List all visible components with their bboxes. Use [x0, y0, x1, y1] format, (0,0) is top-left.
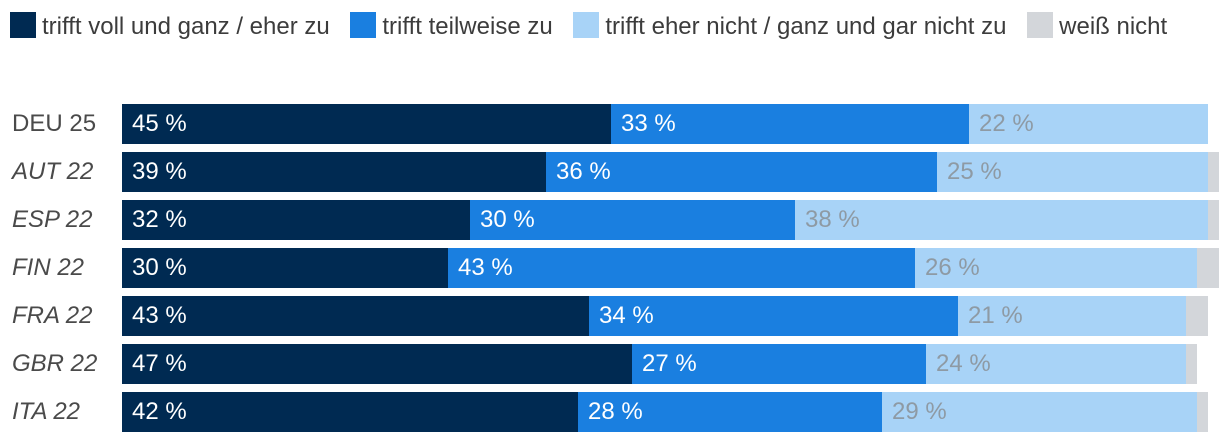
bar-segment: [1208, 200, 1219, 240]
bar-segment: [1197, 392, 1208, 432]
bar-segment: [122, 152, 546, 192]
bar-segment: [589, 296, 958, 336]
data-label: 32 %: [132, 206, 187, 233]
legend: trifft voll und ganz / eher zu trifft te…: [10, 10, 1210, 44]
bar-segment: [937, 152, 1208, 192]
data-label: 43 %: [132, 302, 187, 329]
data-label: 21 %: [968, 302, 1023, 329]
bar-segment: [122, 104, 611, 144]
bar-segment: [795, 200, 1208, 240]
data-label: 28 %: [588, 398, 643, 425]
data-label: 38 %: [805, 206, 860, 233]
bar-row: 45 % 33 % 22 %: [122, 104, 1208, 144]
bar-row: 47 % 27 % 24 %: [122, 344, 1208, 384]
category-label: ESP 22: [12, 206, 93, 233]
data-label: 22 %: [979, 110, 1034, 137]
data-label: 26 %: [925, 254, 980, 281]
data-label: 30 %: [132, 254, 187, 281]
bar-segment: [578, 392, 882, 432]
legend-swatch: [350, 12, 377, 38]
bar-row: 39 % 36 % 25 %: [122, 152, 1219, 192]
legend-item: weiß nicht: [1027, 12, 1168, 40]
legend-swatch: [10, 12, 36, 38]
data-label: 39 %: [132, 158, 187, 185]
bar-segment: [1186, 344, 1197, 384]
legend-item: trifft voll und ganz / eher zu: [10, 12, 330, 40]
bar-segment: [122, 392, 578, 432]
legend-swatch: [573, 12, 600, 38]
bar-segment: [122, 344, 632, 384]
bar-row: 42 % 28 % 29 %: [122, 392, 1208, 432]
bar-segment: [926, 344, 1186, 384]
legend-label: trifft eher nicht / ganz und gar nicht z…: [605, 13, 1007, 40]
bar-segment: [122, 200, 470, 240]
data-label: 27 %: [642, 350, 697, 377]
bar-row: 32 % 30 % 38 %: [122, 200, 1219, 240]
data-label: 42 %: [132, 398, 187, 425]
bar-segment: [632, 344, 926, 384]
bar-segment: [546, 152, 937, 192]
bar-segment: [1208, 152, 1219, 192]
data-label: 47 %: [132, 350, 187, 377]
bar-segment: [448, 248, 915, 288]
legend-label: trifft teilweise zu: [382, 13, 553, 40]
data-label: 25 %: [947, 158, 1002, 185]
legend-label: weiß nicht: [1059, 13, 1168, 40]
data-label: 24 %: [936, 350, 991, 377]
category-label: DEU 25: [12, 110, 97, 137]
data-label: 36 %: [556, 158, 611, 185]
stacked-bar-chart: DEU 25 45 % 33 % 22 % AUT 22 39 % 36 % 25 % ESP …: [0, 104, 1220, 444]
bar-segment: [1186, 296, 1208, 336]
category-label: FIN 22: [12, 254, 85, 281]
legend-item: trifft teilweise zu: [350, 12, 553, 40]
legend-swatch: [1027, 12, 1054, 38]
data-label: 34 %: [599, 302, 654, 329]
bar-segment: [1197, 248, 1219, 288]
bar-segment: [470, 200, 795, 240]
legend-label: trifft voll und ganz / eher zu: [42, 13, 330, 40]
data-label: 33 %: [621, 110, 676, 137]
legend-item: trifft eher nicht / ganz und gar nicht z…: [573, 12, 1007, 40]
bar-row: 43 % 34 % 21 %: [122, 296, 1208, 336]
category-label: GBR 22: [12, 350, 98, 377]
bar-segment: [882, 392, 1197, 432]
data-label: 45 %: [132, 110, 187, 137]
bar-segment: [122, 248, 448, 288]
category-label: AUT 22: [12, 158, 94, 185]
bar-row: 30 % 43 % 26 %: [122, 248, 1219, 288]
bar-segment: [915, 248, 1197, 288]
category-label: ITA 22: [12, 398, 81, 425]
data-label: 30 %: [480, 206, 535, 233]
bar-segment: [611, 104, 969, 144]
bar-segment: [969, 104, 1208, 144]
data-label: 29 %: [892, 398, 947, 425]
bar-segment: [958, 296, 1186, 336]
data-label: 43 %: [458, 254, 513, 281]
bar-segment: [122, 296, 589, 336]
category-label: FRA 22: [12, 302, 93, 329]
